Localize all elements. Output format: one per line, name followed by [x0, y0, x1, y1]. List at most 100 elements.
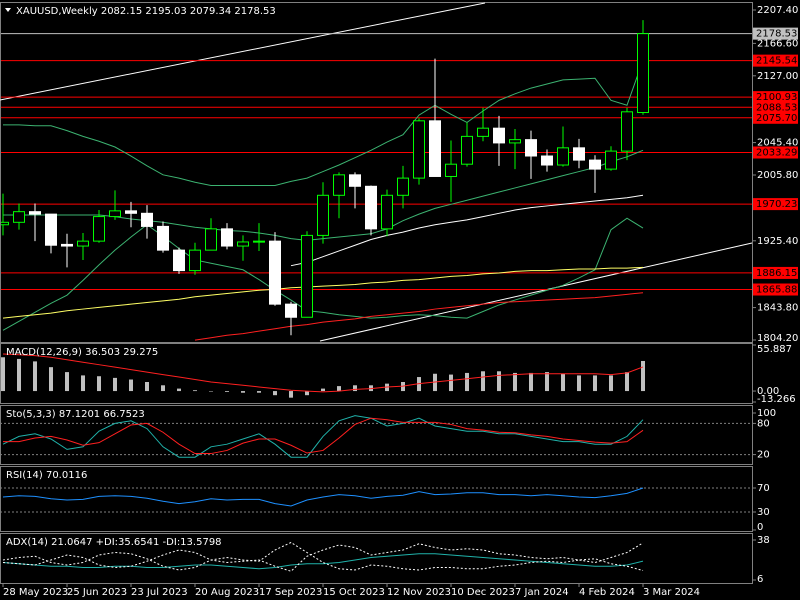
histogram-bar [113, 377, 117, 392]
price-level-box [753, 198, 798, 211]
y-tick-label: 100 [757, 408, 776, 419]
candle-body [525, 139, 537, 157]
histogram-bar [321, 388, 325, 392]
y-tick-label: 2005.80 [757, 170, 798, 181]
y-tick-label: 1804.20 [757, 333, 798, 344]
price-level-label: 2075.70 [756, 113, 797, 124]
y-tick-label: 2166.60 [757, 38, 798, 49]
histogram-bar [49, 367, 53, 392]
histogram-bar [545, 372, 549, 392]
x-tick-label: 28 May 2023 [3, 587, 68, 598]
candle-body [317, 194, 329, 236]
stoch-frame [0, 405, 753, 465]
candle-body [189, 249, 201, 272]
candle-body [397, 177, 409, 196]
indicator-line [2, 542, 644, 572]
histogram-bar [481, 371, 485, 392]
candle-body [93, 216, 105, 242]
histogram-bar [145, 381, 149, 392]
price-level-box [753, 101, 798, 114]
candle-body [269, 240, 281, 305]
y-tick-label: 6 [757, 574, 763, 585]
panel-4 [2, 541, 644, 572]
histogram-bar [529, 372, 533, 392]
histogram-bar [129, 379, 133, 392]
price-level-box [753, 54, 798, 67]
histogram-bar [305, 391, 309, 396]
histogram-bar [513, 372, 517, 392]
y-tick-label: 1925.40 [757, 236, 798, 247]
indicator-line [2, 415, 644, 458]
candle-body [509, 139, 521, 144]
price-level-box [753, 91, 798, 104]
candle-body [125, 210, 137, 214]
y-tick-label: 0.00 [757, 386, 779, 397]
histogram-bar [273, 391, 277, 396]
panel-title: RSI(14) 70.0116 [6, 470, 87, 481]
y-tick-label: 30 [757, 507, 770, 518]
x-tick-label: 17 Sep 2023 [259, 587, 322, 598]
histogram-bar [497, 371, 501, 392]
candle-body [109, 210, 121, 218]
candle-body [381, 194, 393, 230]
price-level-label: 1970.23 [756, 199, 797, 210]
histogram-bar [193, 390, 197, 392]
menu-arrow [5, 8, 11, 12]
candle-body [61, 243, 73, 247]
indicator-line [194, 292, 644, 341]
y-tick-label: 2127.00 [757, 71, 798, 82]
histogram-bar [625, 372, 629, 392]
histogram-bar [177, 388, 181, 392]
candle-body [141, 212, 153, 227]
y-tick-label: 1843.80 [757, 303, 798, 314]
candle-body [445, 163, 457, 177]
price-level-label: 1886.15 [756, 268, 797, 279]
x-tick-label: 3 Mar 2024 [643, 587, 700, 598]
histogram-bar [609, 375, 613, 392]
y-tick-label: 80 [757, 418, 770, 429]
candle-body [301, 234, 313, 318]
candle-body [461, 135, 473, 165]
candle-body [349, 174, 361, 187]
frames [0, 2, 753, 584]
trend-line [319, 242, 753, 342]
candle-body [285, 303, 297, 318]
y-tick-label: 2207.40 [757, 5, 798, 16]
histogram-bar [33, 361, 37, 392]
y-tick-label: 55.887 [757, 344, 792, 355]
candle-body [573, 147, 585, 161]
panel-title: MACD(12,26,9) 36.503 29.275 [6, 347, 158, 358]
indicator-line [290, 194, 644, 267]
indicator-line [3, 417, 644, 455]
price-level-label: 2033.29 [756, 148, 797, 159]
histogram-bar [209, 391, 213, 392]
candle-body [205, 228, 217, 251]
main-frame [0, 2, 753, 343]
indicator-line [3, 60, 644, 186]
y-tick-label: -13.266 [757, 394, 796, 405]
candle-body [237, 241, 249, 247]
x-tick-label: 15 Oct 2023 [323, 587, 385, 598]
candle-body [637, 33, 649, 114]
price-level-box [753, 27, 798, 40]
histogram-bar [289, 391, 293, 398]
panel-title: Sto(5,3,3) 87.1201 66.7523 [6, 409, 145, 420]
price-level-label: 2088.53 [756, 102, 797, 113]
price-level-box [753, 146, 798, 159]
indicator-line [2, 353, 644, 393]
price-level-label: 2100.93 [756, 92, 797, 103]
price-level-label: 2178.53 [756, 29, 797, 40]
adx-frame [0, 533, 753, 584]
y-tick-label: 20 [757, 450, 770, 461]
candle-body [589, 159, 601, 170]
panel-0 [1, 20, 752, 341]
histogram-bar [353, 385, 357, 392]
panel-2 [1, 415, 752, 458]
histogram-bar [97, 376, 101, 392]
candle-body [253, 240, 265, 243]
panel-title: ADX(14) 21.0647 +DI:35.6541 -DI:13.5798 [6, 537, 222, 548]
candle-body [221, 228, 233, 247]
indicator-line [2, 487, 644, 507]
rsi-frame [0, 466, 753, 532]
